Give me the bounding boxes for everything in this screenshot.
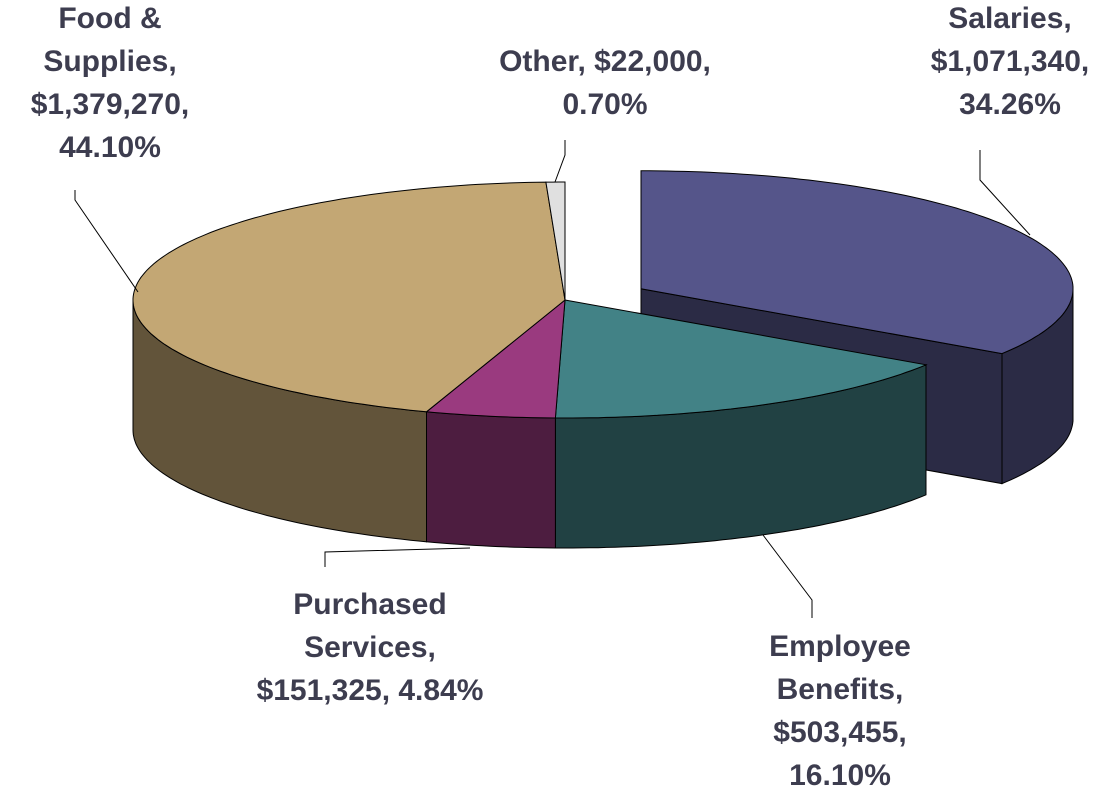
data-label: 0.70% (562, 88, 647, 121)
data-label: 44.10% (59, 131, 161, 164)
data-label: $1,379,270, (31, 88, 189, 121)
data-label: Food & (58, 2, 161, 35)
slice-side (426, 411, 556, 549)
leader-line (74, 190, 139, 293)
data-label: Supplies, (43, 45, 176, 78)
data-label: Purchased (293, 588, 446, 621)
data-label: $503,455, (773, 716, 906, 749)
data-label: Employee (769, 630, 911, 663)
slice (425, 298, 566, 419)
leader-line (554, 140, 566, 183)
slice (554, 299, 928, 419)
data-label: Other, $22,000, (499, 45, 711, 78)
slice (132, 181, 566, 413)
data-label: 34.26% (959, 88, 1061, 121)
leader-line (979, 150, 1031, 236)
data-label: Services, (304, 631, 436, 664)
data-label: Salaries, (948, 2, 1071, 35)
data-label: 16.10% (789, 759, 891, 787)
data-label: $1,071,340, (931, 45, 1089, 78)
leader-line (762, 534, 813, 618)
data-label: Benefits, (777, 673, 904, 706)
data-label: $151,325, 4.84% (257, 674, 484, 707)
slice (640, 170, 1074, 355)
leader-line (324, 547, 471, 567)
